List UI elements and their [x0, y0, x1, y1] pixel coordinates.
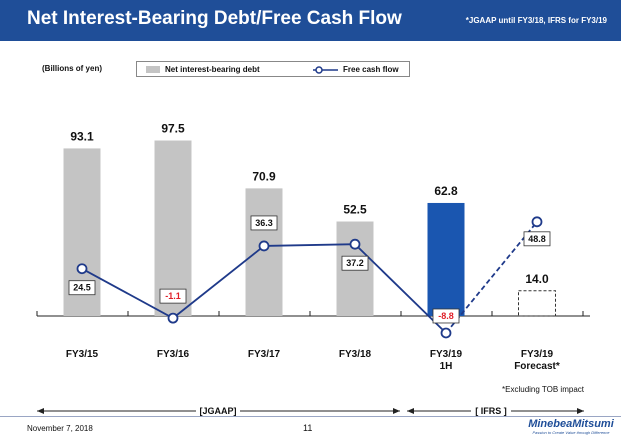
fcf-value-box — [159, 288, 187, 304]
chart-legend: Net interest-bearing debt Free cash flow — [136, 61, 410, 77]
bar-value-label: 14.0 — [525, 272, 549, 286]
bar-fy2 — [245, 188, 283, 316]
fcf-point — [76, 263, 88, 275]
jgaap-label: [JGAAP] — [199, 406, 236, 416]
footer-rule — [0, 416, 621, 417]
fcf-point — [167, 312, 179, 324]
fcf-value-label: -1.1 — [165, 291, 181, 301]
units-label: (Billions of yen) — [42, 64, 102, 73]
bar-fy4 — [427, 202, 465, 316]
x-tick-label: Forecast* — [514, 361, 560, 372]
fcf-point — [531, 216, 543, 228]
fcf-value-label: 36.3 — [255, 218, 273, 228]
bar-value-label: 93.1 — [70, 129, 94, 143]
ifrs-label: [ IFRS ] — [475, 406, 507, 416]
x-tick-label: FY3/17 — [248, 349, 281, 360]
bar-value-label: 62.8 — [434, 184, 458, 198]
footer-date: November 7, 2018 — [27, 424, 93, 433]
jgaap-arrow-head-left — [37, 408, 44, 414]
fcf-value-box — [432, 308, 460, 324]
fcf-value-box — [250, 215, 278, 231]
bar-value-label: 70.9 — [252, 169, 276, 183]
fcf-value-box — [523, 231, 551, 247]
x-tick-label: FY3/19 — [521, 349, 554, 360]
x-tick-label: 1H — [440, 361, 453, 372]
x-tick-label: FY3/16 — [157, 349, 190, 360]
brand-tagline: Passion to Create Value through Differen… — [532, 430, 610, 435]
fcf-value-label: 37.2 — [346, 258, 364, 268]
fcf-value-label: -8.8 — [438, 311, 454, 321]
ifrs-arrow-head-left — [407, 408, 414, 414]
brand-logo: MinebeaMitsumi Passion to Create Value t… — [525, 418, 617, 435]
fcf-value-label: 48.8 — [528, 234, 546, 244]
page-title: Net Interest-Bearing Debt/Free Cash Flow — [27, 8, 402, 29]
fcf-value-box — [68, 280, 96, 296]
brand-name: MinebeaMitsumi — [528, 418, 614, 430]
bar-forecast — [518, 290, 556, 317]
x-tick-label: FY3/18 — [339, 349, 372, 360]
jgaap-arrow-head-right — [393, 408, 400, 414]
fcf-value-label: 24.5 — [73, 283, 91, 293]
bar-fy1 — [154, 140, 192, 316]
bar-value-label: 52.5 — [343, 203, 367, 217]
fcf-point — [349, 238, 361, 250]
accounting-note: *JGAAP until FY3/18, IFRS for FY3/19 — [465, 16, 607, 25]
fcf-point — [258, 240, 270, 252]
x-tick-label: FY3/15 — [66, 349, 99, 360]
jgaap-label-bg — [196, 404, 240, 418]
legend-bar-label: Net interest-bearing debt — [165, 65, 260, 74]
page-number: 11 — [303, 423, 313, 433]
header-bar: Net Interest-Bearing Debt/Free Cash Flow… — [0, 0, 621, 41]
legend-line-label: Free cash flow — [343, 65, 399, 74]
bar-value-label: 97.5 — [161, 122, 185, 136]
ifrs-label-bg — [471, 404, 511, 418]
footnote: *Excluding TOB impact — [502, 385, 584, 394]
x-tick-label: FY3/19 — [430, 349, 463, 360]
legend-bar-swatch — [146, 66, 160, 73]
legend-line-swatch — [313, 66, 338, 74]
fcf-value-box — [341, 255, 369, 271]
fcf-point — [440, 327, 452, 339]
ifrs-arrow-head-right — [577, 408, 584, 414]
